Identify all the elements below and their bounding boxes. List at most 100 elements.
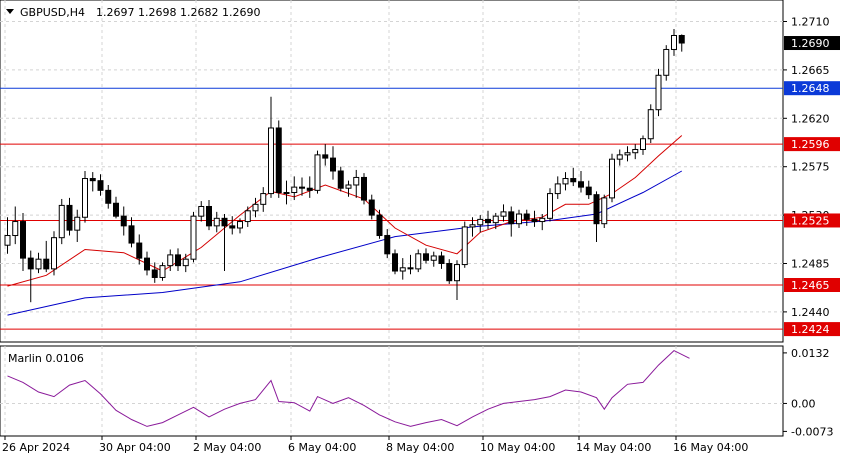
candle-bear	[144, 257, 150, 271]
candle-bull	[213, 217, 220, 227]
candle-bear	[275, 127, 282, 194]
candle-bull	[345, 184, 352, 189]
level-tag	[784, 213, 840, 228]
candle-bull	[562, 178, 569, 185]
candle-bear	[392, 253, 398, 272]
price-levels	[0, 87, 783, 330]
time-tick-label: 2 May 04:00	[193, 441, 261, 454]
candle-bull	[51, 237, 57, 270]
level-tag-label: 1.2596	[791, 138, 830, 151]
osc-tick-label: 0.0132	[791, 347, 830, 360]
candle-bull	[82, 178, 88, 218]
candle-bull	[415, 253, 422, 270]
candle-bull	[190, 215, 197, 260]
candle-bull	[477, 218, 484, 226]
candle-bear	[206, 205, 212, 227]
candle-bear	[593, 194, 600, 225]
candle-bear	[678, 34, 685, 44]
candle-bear	[578, 181, 584, 188]
candle-bull	[647, 109, 654, 140]
candle-bull	[624, 152, 631, 156]
candle-bear	[446, 262, 453, 282]
candle-bear	[407, 267, 414, 270]
oscillator-panel: 0.0132 0.00 -0.0073	[0, 347, 833, 438]
price-tick-label: 1.2665	[791, 64, 830, 77]
time-tick-label: 16 May 04:00	[673, 441, 748, 454]
moving-average-slow	[7, 170, 683, 316]
price-tick-label: 1.2620	[791, 112, 830, 125]
candle-bull	[430, 255, 437, 261]
candle-bull	[4, 235, 11, 246]
candle-bull	[58, 204, 65, 239]
osc-tick-label: -0.0073	[791, 425, 833, 438]
candle-bear	[105, 189, 112, 204]
candle-bear	[384, 235, 391, 255]
candle-bear	[89, 178, 96, 182]
candle-bull	[237, 221, 243, 229]
candle-bull	[12, 221, 19, 237]
candle-bear	[368, 199, 375, 216]
candle-bear	[20, 221, 26, 259]
chart-header: GBPUSD,H4 1.2697 1.2698 1.2682 1.2690	[6, 6, 260, 19]
collapse-triangle-icon[interactable]	[6, 9, 14, 14]
candle-bull	[182, 258, 189, 267]
candle-bull	[159, 265, 166, 278]
time-tick-label: 26 Apr 2024	[2, 441, 70, 454]
price-tick-label: 1.2485	[791, 257, 830, 270]
candle-bear	[337, 170, 344, 189]
candle-bear	[128, 225, 135, 244]
candle-bear	[438, 255, 445, 264]
candle-bull	[671, 34, 677, 50]
candle-bull	[547, 193, 553, 219]
price-tick-label: 1.2575	[791, 161, 830, 174]
level-tag-label: 1.2424	[791, 323, 830, 336]
axes: 1.27101.26651.26201.25751.25301.24851.24…	[2, 16, 840, 454]
candle-bull	[268, 127, 274, 195]
level-tag-label: 1.2690	[791, 37, 830, 50]
candle-bear	[523, 213, 530, 220]
symbol-label: GBPUSD,H4	[20, 6, 85, 19]
candle-bull	[167, 254, 174, 267]
candle-bear	[306, 187, 313, 191]
candle-bear	[113, 202, 119, 217]
time-tick-label: 6 May 04:00	[288, 441, 356, 454]
candle-bull	[539, 217, 546, 223]
candle-bull	[314, 154, 321, 191]
candle-bull	[601, 197, 608, 225]
time-tick-label: 10 May 04:00	[480, 441, 555, 454]
candle-bear	[299, 186, 305, 189]
time-tick-label: 14 May 04:00	[576, 441, 651, 454]
candle-bear	[570, 178, 577, 183]
candle-bear	[120, 215, 127, 227]
ohlc-values: 1.2697 1.2698 1.2682 1.2690	[96, 6, 260, 19]
candle-bull	[663, 48, 670, 76]
candle-bull	[399, 267, 406, 272]
candle-bear	[175, 254, 181, 267]
candle-bull	[655, 74, 662, 111]
candle-bear	[97, 180, 104, 191]
level-tag-label: 1.2648	[791, 82, 830, 95]
candle-bull	[291, 186, 298, 194]
candle-bear	[136, 242, 143, 259]
candle-bear	[221, 217, 228, 227]
candle-bull	[35, 258, 42, 270]
candle-bear	[66, 204, 73, 231]
level-tag	[784, 322, 840, 337]
candle-bear	[485, 218, 491, 224]
level-tag-label: 1.2465	[791, 279, 830, 292]
price-tick-label: 1.2710	[791, 16, 830, 29]
candle-bear	[27, 257, 34, 270]
candle-bull	[516, 213, 522, 225]
candle-bull	[454, 264, 460, 282]
candle-bear	[322, 154, 329, 159]
candle-bear	[531, 218, 538, 223]
candles	[4, 29, 685, 303]
price-tick-label: 1.2440	[791, 306, 830, 319]
candle-bull	[609, 158, 615, 199]
candle-bear	[330, 157, 336, 172]
candle-bull	[632, 148, 639, 154]
candle-bull	[500, 211, 507, 217]
indicator-label: Marlin 0.0106	[8, 352, 84, 365]
level-tag	[784, 278, 840, 292]
